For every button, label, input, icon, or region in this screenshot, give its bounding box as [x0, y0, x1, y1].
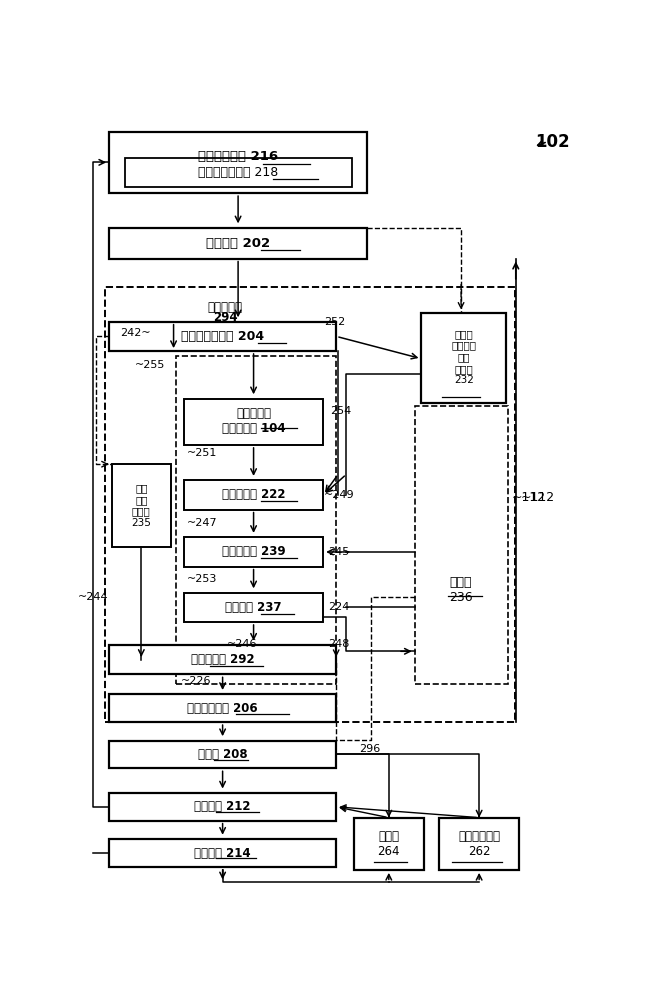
FancyBboxPatch shape [109, 132, 367, 193]
Text: 102: 102 [535, 133, 570, 151]
FancyBboxPatch shape [184, 537, 323, 567]
Text: 第一多工器 222: 第一多工器 222 [222, 488, 285, 501]
Text: 保留站 208: 保留站 208 [198, 748, 248, 761]
Text: 第二多工器 292: 第二多工器 292 [190, 653, 254, 666]
FancyBboxPatch shape [109, 741, 336, 768]
Text: 微程序
236: 微程序 236 [450, 576, 473, 604]
FancyBboxPatch shape [109, 228, 367, 259]
Text: 存儲器子系統
262: 存儲器子系統 262 [458, 830, 500, 858]
Text: 暫存器
264: 暫存器 264 [378, 830, 400, 858]
Text: ~247: ~247 [186, 518, 217, 528]
Text: ~244: ~244 [79, 592, 109, 602]
Text: 294: 294 [213, 311, 238, 324]
Text: ~253: ~253 [186, 574, 217, 584]
FancyBboxPatch shape [109, 839, 336, 867]
FancyBboxPatch shape [125, 158, 352, 187]
FancyBboxPatch shape [184, 593, 323, 622]
FancyBboxPatch shape [109, 322, 336, 351]
Text: ~112: ~112 [511, 491, 545, 504]
FancyBboxPatch shape [354, 818, 424, 870]
FancyBboxPatch shape [109, 645, 336, 674]
FancyBboxPatch shape [184, 399, 323, 445]
Text: 指令
間接
暫存器
235: 指令 間接 暫存器 235 [131, 483, 151, 528]
Text: 248: 248 [328, 639, 350, 649]
Text: ~249: ~249 [324, 490, 354, 500]
Text: ~112: ~112 [521, 491, 555, 504]
FancyBboxPatch shape [112, 464, 171, 547]
Text: ~226: ~226 [180, 676, 211, 686]
FancyBboxPatch shape [440, 818, 519, 870]
Text: 簡單指令轉譯器 204: 簡單指令轉譯器 204 [181, 330, 264, 343]
Text: 252: 252 [324, 317, 346, 327]
Text: 指令轉譯器: 指令轉譯器 [208, 301, 242, 314]
Text: 指令存取單元 216: 指令存取單元 216 [198, 150, 278, 163]
Text: ~251: ~251 [186, 448, 217, 458]
Text: 指令快取 202: 指令快取 202 [206, 237, 270, 250]
Text: 296: 296 [360, 744, 381, 754]
FancyBboxPatch shape [109, 694, 336, 722]
FancyBboxPatch shape [109, 793, 336, 821]
Text: 暫存器別名表 206: 暫存器別名表 206 [187, 702, 258, 715]
FancyBboxPatch shape [184, 480, 323, 510]
Text: 微轉譯器 237: 微轉譯器 237 [225, 601, 282, 614]
Text: 結構程序計數器 218: 結構程序計數器 218 [198, 166, 278, 179]
Text: 解壓縮單元 239: 解壓縮單元 239 [222, 545, 286, 558]
Text: 核微程序碼
只讀存儲器 104: 核微程序碼 只讀存儲器 104 [222, 407, 286, 435]
Text: ~255: ~255 [135, 360, 166, 370]
Text: 245: 245 [328, 547, 350, 557]
Text: 執行單元 212: 執行單元 212 [194, 800, 251, 813]
Text: 非結構
微程序碼
程序
計數器
232: 非結構 微程序碼 程序 計數器 232 [452, 329, 476, 385]
FancyBboxPatch shape [422, 312, 506, 403]
Text: 引退單元 214: 引退單元 214 [194, 847, 251, 860]
Text: 224: 224 [328, 602, 350, 612]
Text: 254: 254 [330, 406, 351, 416]
Text: 242~: 242~ [121, 328, 151, 338]
Text: ~246: ~246 [227, 639, 258, 649]
